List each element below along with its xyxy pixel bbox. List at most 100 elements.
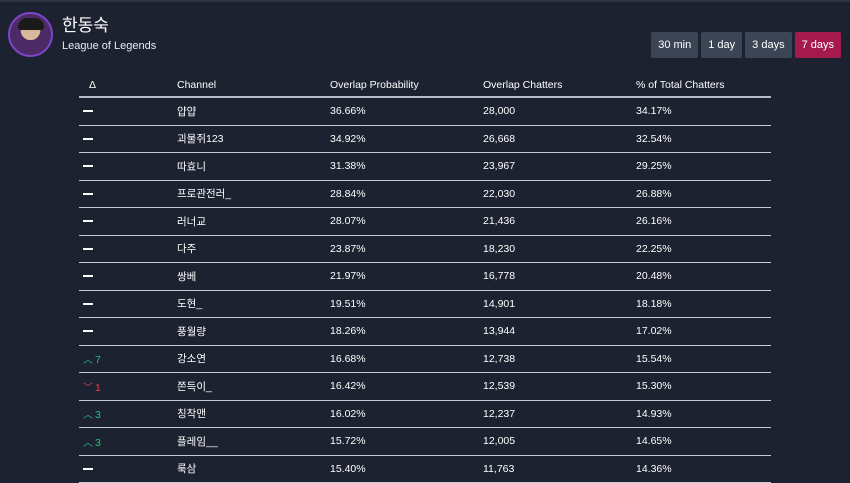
channel-name[interactable]: 룩삼	[177, 455, 330, 483]
percent-total-chatters: 14.93%	[636, 400, 771, 428]
range-button-3-days[interactable]: 3 days	[745, 32, 792, 58]
rank-change-cell	[79, 207, 177, 236]
channel-name[interactable]: 쌍베	[177, 262, 330, 291]
channel-name[interactable]: 강소연	[177, 345, 330, 373]
streamer-avatar[interactable]	[8, 12, 53, 57]
table-row[interactable]: ︿ 7 강소연 16.68% 12,738 15.54%	[79, 345, 771, 373]
overlap-probability: 16.42%	[330, 372, 483, 401]
no-change-icon	[83, 247, 93, 250]
overlap-chatters: 12,237	[483, 400, 636, 428]
channel-name[interactable]: 쫀득이_	[177, 372, 330, 401]
table-row[interactable]: 러너교 28.07% 21,436 26.16%	[79, 207, 771, 236]
channel-name[interactable]: 따효니	[177, 152, 330, 181]
table-row[interactable]: 괴물쥐123 34.92% 26,668 32.54%	[79, 125, 771, 153]
channel-name[interactable]: 괴물쥐123	[177, 125, 330, 153]
column-header-delta[interactable]: Δ	[79, 74, 177, 98]
rank-change-cell: ︿ 7	[79, 345, 177, 373]
overlap-chatters: 12,539	[483, 372, 636, 401]
table-row[interactable]: 따효니 31.38% 23,967 29.25%	[79, 152, 771, 181]
table-row[interactable]: ﹀ 1 쫀득이_ 16.42% 12,539 15.30%	[79, 372, 771, 401]
column-header-overlap-chatters[interactable]: Overlap Chatters	[483, 74, 636, 98]
percent-total-chatters: 14.65%	[636, 427, 771, 456]
overlap-probability: 36.66%	[330, 97, 483, 126]
table-row[interactable]: 다주 23.87% 18,230 22.25%	[79, 235, 771, 263]
overlap-probability: 18.26%	[330, 317, 483, 346]
range-button-7-days[interactable]: 7 days	[794, 32, 841, 58]
overlap-probability: 16.68%	[330, 345, 483, 373]
rank-change-cell	[79, 317, 177, 346]
streamer-name[interactable]: 한동숙	[62, 15, 109, 35]
overlap-probability: 34.92%	[330, 125, 483, 153]
rank-change-value: 3	[95, 436, 101, 449]
overlap-probability: 16.02%	[330, 400, 483, 428]
column-header-channel[interactable]: Channel	[177, 74, 330, 98]
rank-change-value: 3	[95, 409, 101, 422]
channel-name[interactable]: 풍월량	[177, 317, 330, 346]
overlap-chatters: 28,000	[483, 97, 636, 126]
overlap-chatters: 14,901	[483, 290, 636, 318]
overlap-table: Δ Channel Overlap Probability Overlap Ch…	[79, 74, 771, 483]
channel-name[interactable]: 칭착맨	[177, 400, 330, 428]
overlap-probability: 15.72%	[330, 427, 483, 456]
overlap-table-container: Δ Channel Overlap Probability Overlap Ch…	[79, 74, 771, 483]
percent-total-chatters: 26.88%	[636, 180, 771, 208]
overlap-chatters: 12,738	[483, 345, 636, 373]
column-header-percent-total[interactable]: % of Total Chatters	[636, 74, 771, 98]
table-row[interactable]: 풍월량 18.26% 13,944 17.02%	[79, 317, 771, 346]
rank-change-cell	[79, 180, 177, 208]
no-change-icon	[83, 302, 93, 305]
no-change-icon	[83, 110, 93, 113]
overlap-chatters: 23,967	[483, 152, 636, 181]
table-row[interactable]: 룩삼 15.40% 11,763 14.36%	[79, 455, 771, 483]
rank-change-cell: ︿ 3	[79, 400, 177, 428]
percent-total-chatters: 22.25%	[636, 235, 771, 263]
percent-total-chatters: 14.36%	[636, 455, 771, 483]
streamer-identity: 한동숙 League of Legends	[62, 16, 156, 54]
channel-name[interactable]: 얍얍	[177, 97, 330, 126]
table-row[interactable]: 쌍베 21.97% 16,778 20.48%	[79, 262, 771, 291]
percent-total-chatters: 29.25%	[636, 152, 771, 181]
channel-name[interactable]: 도현_	[177, 290, 330, 318]
overlap-probability: 21.97%	[330, 262, 483, 291]
table-row[interactable]: ︿ 3 플레임__ 15.72% 12,005 14.65%	[79, 427, 771, 456]
overlap-probability: 19.51%	[330, 290, 483, 318]
no-change-icon	[83, 137, 93, 140]
channel-header: 한동숙 League of Legends	[8, 12, 156, 57]
overlap-chatters: 11,763	[483, 455, 636, 483]
overlap-chatters: 13,944	[483, 317, 636, 346]
game-name: League of Legends	[62, 39, 157, 52]
range-button-1-day[interactable]: 1 day	[701, 32, 743, 58]
channel-name[interactable]: 프로관전러_	[177, 180, 330, 208]
channel-name[interactable]: 플레임__	[177, 427, 330, 456]
overlap-chatters: 26,668	[483, 125, 636, 153]
rank-change-cell	[79, 290, 177, 318]
overlap-chatters: 22,030	[483, 180, 636, 208]
chevron-up-icon: ︿	[83, 355, 93, 367]
overlap-probability: 23.87%	[330, 235, 483, 263]
channel-name[interactable]: 다주	[177, 235, 330, 263]
rank-change-cell	[79, 152, 177, 181]
overlap-probability: 15.40%	[330, 455, 483, 483]
percent-total-chatters: 32.54%	[636, 125, 771, 153]
no-change-icon	[83, 192, 93, 195]
overlap-probability: 28.84%	[330, 180, 483, 208]
percent-total-chatters: 15.54%	[636, 345, 771, 373]
rank-change-cell	[79, 97, 177, 126]
table-row[interactable]: ︿ 3 칭착맨 16.02% 12,237 14.93%	[79, 400, 771, 428]
percent-total-chatters: 17.02%	[636, 317, 771, 346]
column-header-overlap-probability[interactable]: Overlap Probability	[330, 74, 483, 98]
rank-change-cell	[79, 262, 177, 291]
overlap-probability: 28.07%	[330, 207, 483, 236]
table-row[interactable]: 얍얍 36.66% 28,000 34.17%	[79, 97, 771, 126]
range-button-30-min[interactable]: 30 min	[651, 32, 699, 58]
table-row[interactable]: 도현_ 19.51% 14,901 18.18%	[79, 290, 771, 318]
no-change-icon	[83, 330, 93, 333]
table-row[interactable]: 프로관전러_ 28.84% 22,030 26.88%	[79, 180, 771, 208]
percent-total-chatters: 18.18%	[636, 290, 771, 318]
rank-change-cell	[79, 455, 177, 483]
percent-total-chatters: 34.17%	[636, 97, 771, 126]
time-range-selector: 30 min 1 day 3 days 7 days	[651, 32, 841, 58]
table-header-row: Δ Channel Overlap Probability Overlap Ch…	[79, 74, 771, 98]
channel-name[interactable]: 러너교	[177, 207, 330, 236]
table-body: 얍얍 36.66% 28,000 34.17% 괴물쥐123 34.92% 26,668 32…	[79, 97, 771, 483]
